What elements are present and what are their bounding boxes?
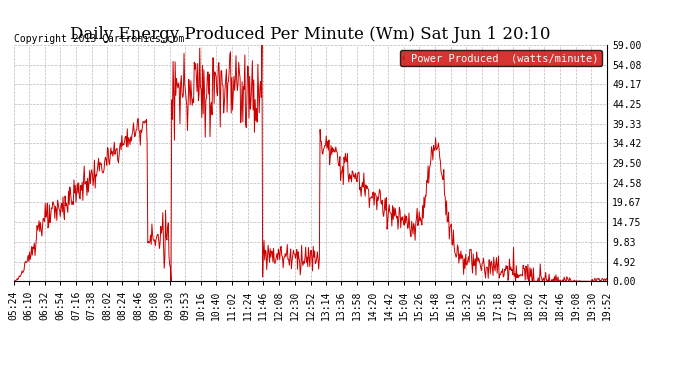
Legend: Power Produced  (watts/minute): Power Produced (watts/minute) xyxy=(400,50,602,66)
Title: Daily Energy Produced Per Minute (Wm) Sat Jun 1 20:10: Daily Energy Produced Per Minute (Wm) Sa… xyxy=(70,27,551,44)
Text: Copyright 2013 Cartronics.com: Copyright 2013 Cartronics.com xyxy=(14,34,184,44)
